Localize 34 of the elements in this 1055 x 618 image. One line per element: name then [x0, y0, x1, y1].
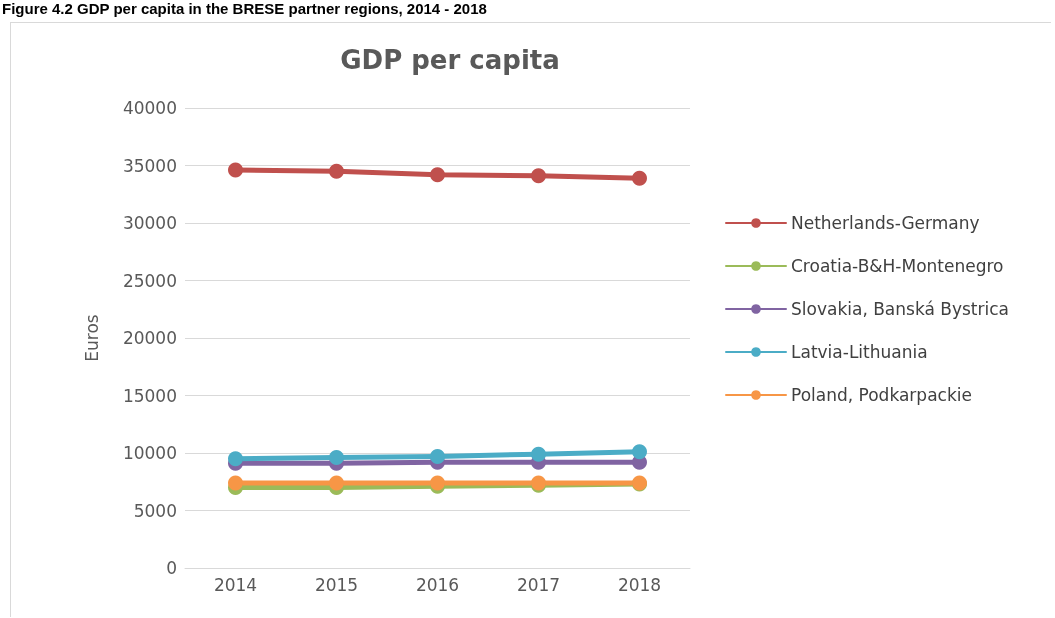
y-tick-label: 15000 [122, 385, 177, 406]
point [430, 448, 445, 464]
legend-label: Slovakia, Banská Bystrica [791, 299, 1009, 319]
point [228, 451, 243, 467]
y-axis-title: Euros [81, 314, 102, 362]
point [329, 475, 344, 491]
y-tick-label: 25000 [122, 270, 177, 291]
y-tick-label: 10000 [122, 443, 177, 463]
y-tick-label: 30000 [122, 213, 177, 233]
legend-label: Poland, Podkarpackie [791, 385, 972, 405]
x-tick-label: 2014 [213, 574, 258, 595]
point [531, 168, 546, 184]
legend-label: Croatia-B&H-Montenegro [791, 256, 1004, 276]
point [531, 446, 546, 462]
legend-label: Netherlands-Germany [791, 213, 980, 233]
x-tick-label: 2015 [314, 574, 359, 595]
point [632, 170, 647, 186]
y-tick-label: 0 [166, 558, 177, 578]
chart-title: GDP per capita [340, 45, 560, 75]
x-tick-label: 2018 [617, 574, 662, 595]
point [329, 450, 344, 466]
chart-subtitle: Figure 4.2 GDP per capita in the BRESE partner regions, 2014 - 2018 [2, 0, 487, 17]
y-tick-label: 20000 [122, 328, 177, 348]
point [632, 444, 647, 460]
x-tick-label: 2017 [516, 574, 561, 595]
point [329, 163, 344, 179]
y-tick-label: 40000 [122, 98, 177, 118]
point [228, 475, 243, 491]
legend-label: Latvia-Lithuania [791, 342, 928, 362]
y-tick-label: 5000 [133, 500, 177, 521]
x-tick-label: 2016 [415, 574, 460, 595]
point [228, 162, 243, 178]
y-tick-label: 35000 [122, 155, 177, 176]
point [430, 167, 445, 183]
